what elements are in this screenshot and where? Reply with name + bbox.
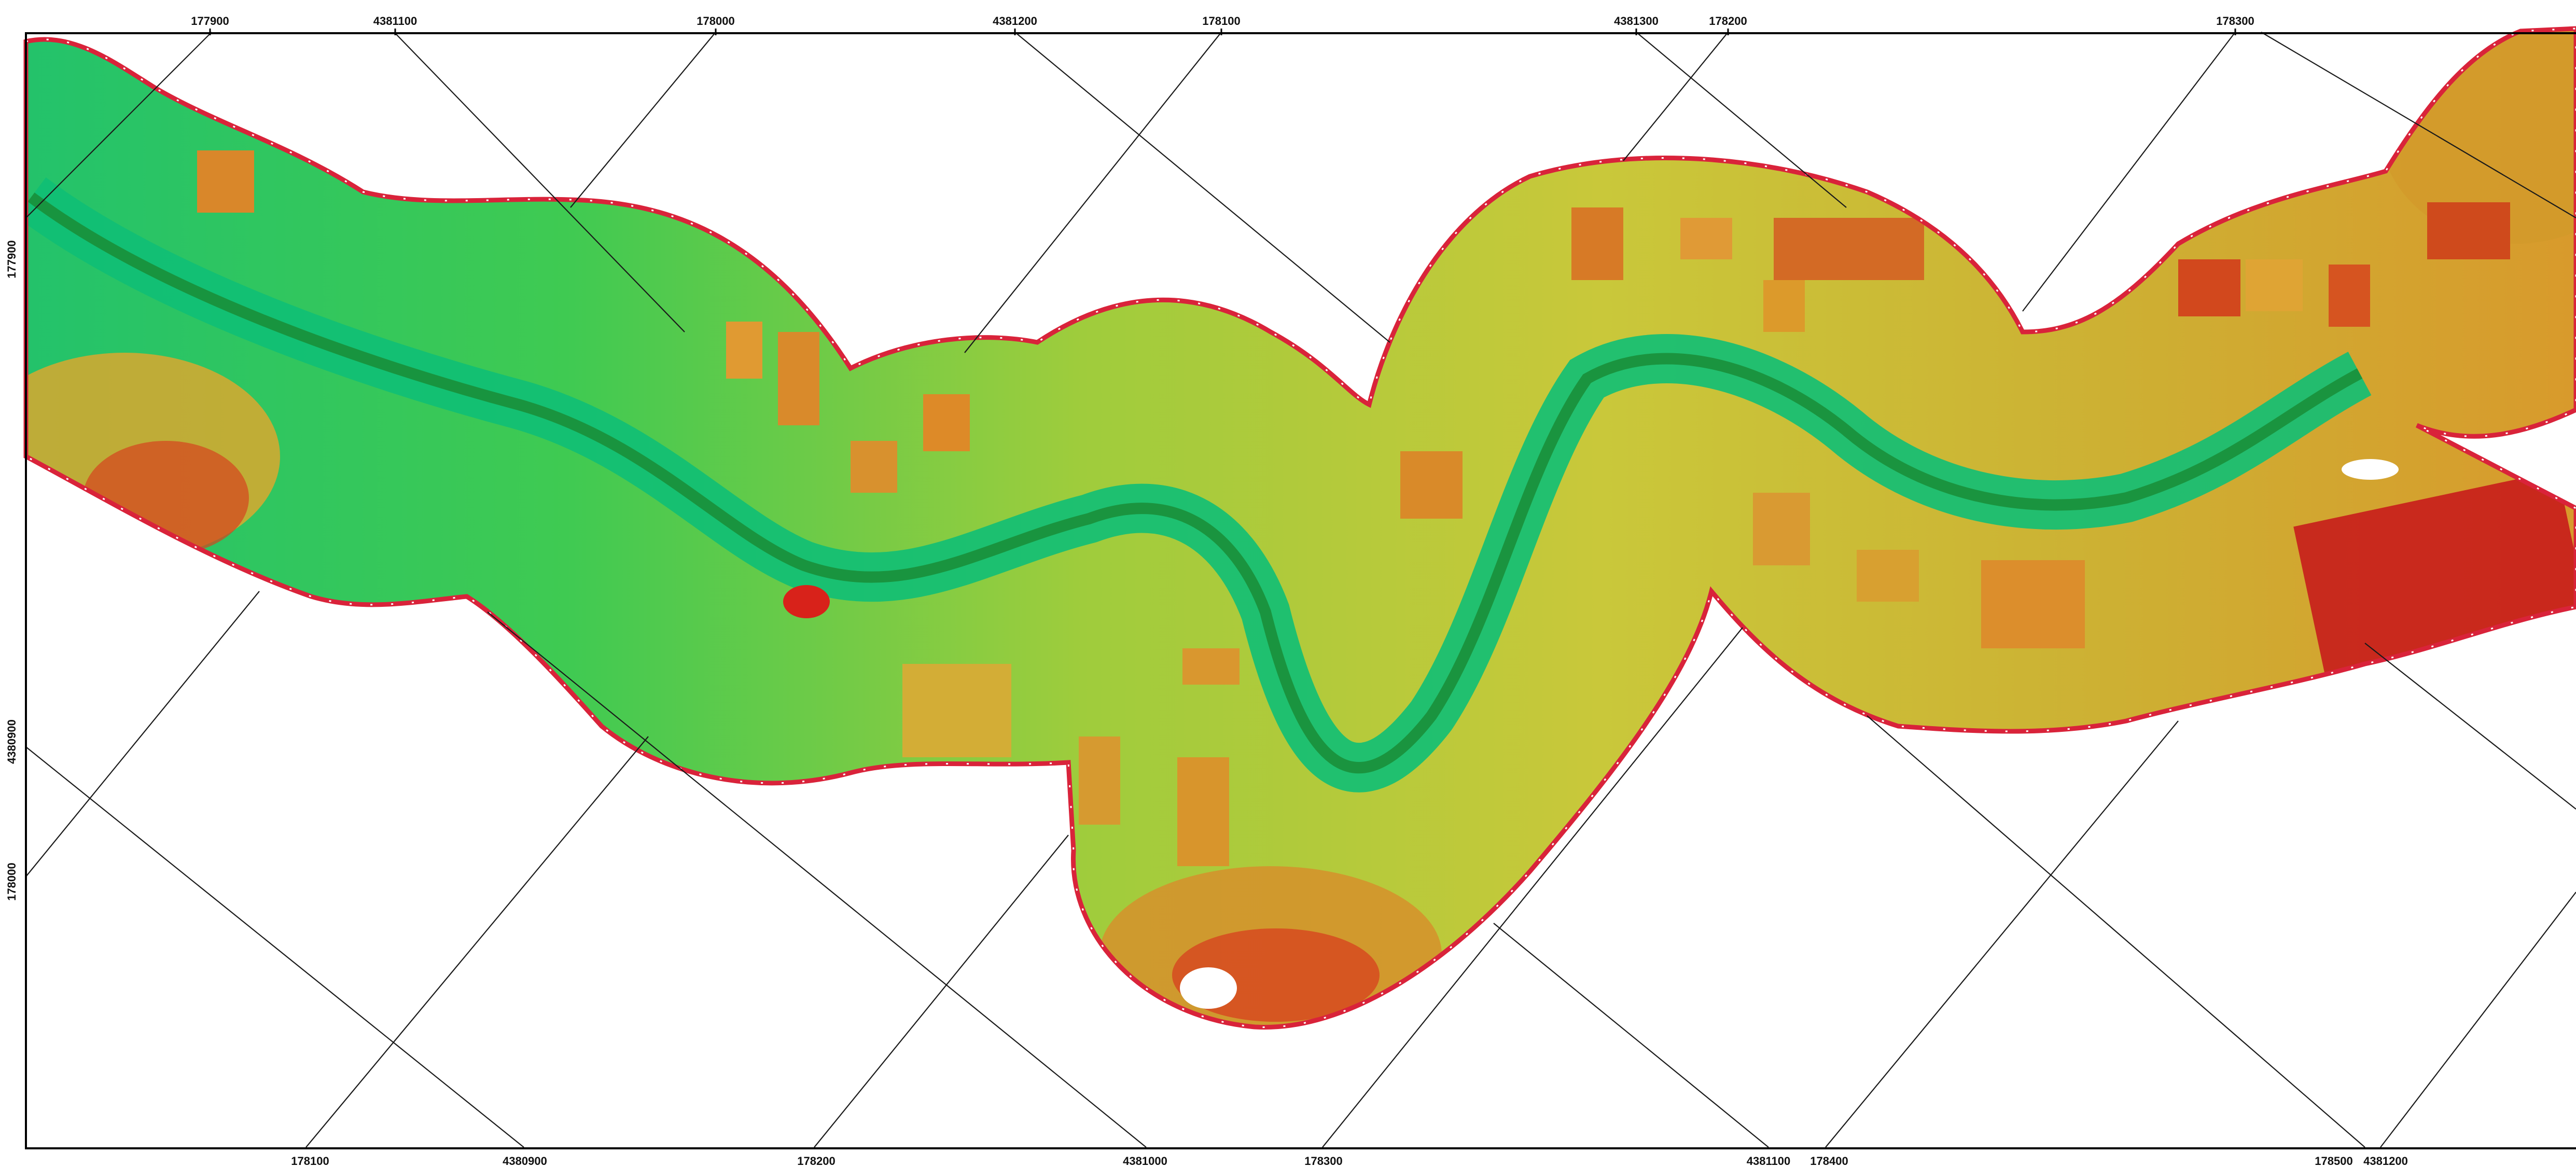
left-axis-labels: 177900 4380900 178000 bbox=[5, 240, 18, 900]
building-footprints bbox=[197, 150, 2510, 866]
bottom-label: 178200 bbox=[797, 1155, 835, 1167]
grid-lines bbox=[25, 32, 2576, 1148]
top-axis-labels: 177900 4381100 178000 4381200 178100 438… bbox=[191, 15, 2254, 35]
top-label: 178200 bbox=[1709, 15, 1747, 27]
bottom-label: 4380900 bbox=[503, 1155, 547, 1167]
bottom-label: 4381000 bbox=[1123, 1155, 1167, 1167]
top-label: 4381100 bbox=[373, 15, 417, 27]
map-frame-border bbox=[25, 32, 2576, 1149]
top-label: 177900 bbox=[191, 15, 229, 27]
bottom-label: 178100 bbox=[291, 1155, 329, 1167]
bottom-label: 178500 bbox=[2315, 1155, 2352, 1167]
left-label: 4380900 bbox=[5, 719, 18, 764]
bottom-label: 4381100 bbox=[1747, 1155, 1790, 1167]
top-label: 178000 bbox=[697, 15, 734, 27]
left-label: 178000 bbox=[5, 863, 18, 900]
top-label: 4381300 bbox=[1614, 15, 1659, 27]
top-label: 178300 bbox=[2216, 15, 2254, 27]
top-label: 4381200 bbox=[993, 15, 1037, 27]
top-label: 178100 bbox=[1202, 15, 1240, 27]
bottom-label: 178400 bbox=[1810, 1155, 1848, 1167]
bottom-label: 4381200 bbox=[2363, 1155, 2408, 1167]
left-label: 177900 bbox=[5, 240, 18, 278]
bottom-axis-labels: 178100 4380900 178200 4381000 178300 438… bbox=[291, 1155, 2408, 1167]
bottom-label: 178300 bbox=[1304, 1155, 1342, 1167]
